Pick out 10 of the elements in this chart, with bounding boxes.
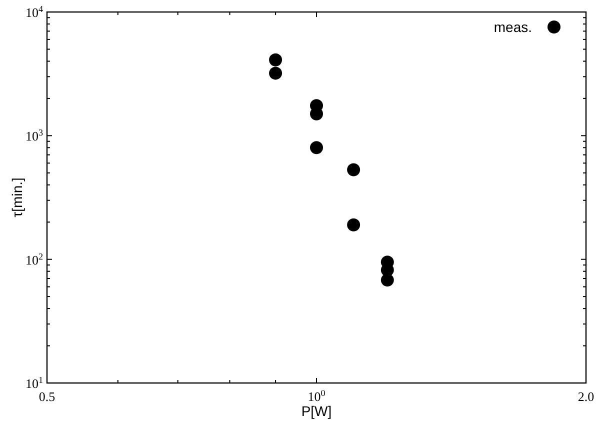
x-axis-title: P[W] xyxy=(301,403,332,419)
y-tick-label: 10$^{2}$ xyxy=(25,251,44,268)
x-tick-label: 2.0 xyxy=(578,389,594,404)
y-tick-label: 10$^{4}$ xyxy=(25,4,44,20)
y-axis-title: τ[min.] xyxy=(9,178,25,218)
x-tick-label: 10$^{0}$ xyxy=(308,388,326,404)
y-tick-label: 10$^{1}$ xyxy=(25,375,43,391)
x-tick-label: 0.5 xyxy=(38,389,56,404)
legend-label: meas. xyxy=(494,19,532,35)
y-tick-label: 10$^{3}$ xyxy=(25,128,44,144)
